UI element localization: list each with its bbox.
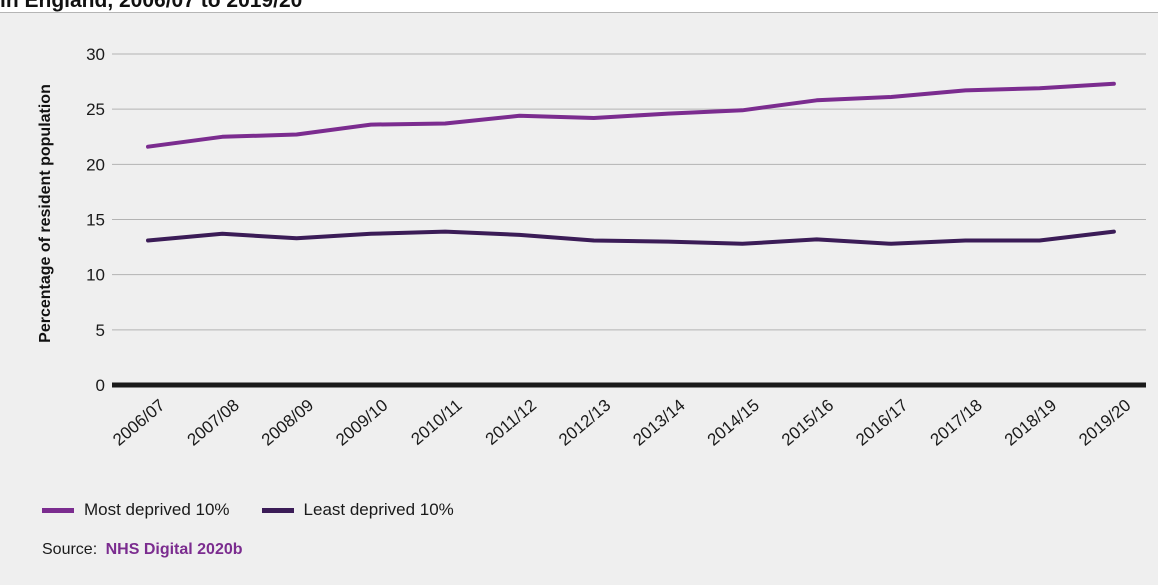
x-tick-label: 2018/19 bbox=[1001, 396, 1060, 450]
line-chart: 0 5 10 15 20 25 30 2006/07 2007/08 2008/09 2009/10… bbox=[37, 45, 1146, 450]
chart-title-fragment: in England, 2006/07 to 2019/20 bbox=[0, 0, 303, 12]
y-tick-label: 30 bbox=[86, 45, 105, 64]
x-tick-label: 2013/14 bbox=[629, 396, 688, 450]
legend-label-most-deprived: Most deprived 10% bbox=[84, 500, 230, 519]
y-axis-title: Percentage of resident population bbox=[37, 84, 54, 343]
legend-label-least-deprived: Least deprived 10% bbox=[303, 500, 454, 519]
y-tick-label: 0 bbox=[96, 376, 105, 395]
x-tick-label: 2011/12 bbox=[482, 396, 540, 449]
x-tick-label: 2010/11 bbox=[407, 396, 465, 449]
series-line-least-deprived bbox=[146, 229, 1116, 246]
legend-item-most-deprived: Most deprived 10% bbox=[42, 500, 230, 520]
x-tick-label: 2019/20 bbox=[1075, 396, 1134, 450]
y-tick-label: 5 bbox=[96, 321, 105, 340]
source-label: Source: bbox=[42, 541, 98, 558]
legend-swatch-least-deprived bbox=[261, 507, 294, 513]
x-tick-label: 2012/13 bbox=[555, 396, 614, 450]
source-link[interactable]: NHS Digital 2020b bbox=[105, 541, 243, 558]
x-tick-label: 2014/15 bbox=[704, 396, 763, 450]
x-tick-label: 2009/10 bbox=[332, 396, 391, 450]
x-tick-label: 2015/16 bbox=[778, 396, 837, 450]
x-tick-label: 2007/08 bbox=[184, 396, 243, 450]
x-tick-label: 2016/17 bbox=[852, 396, 911, 450]
x-tick-label: 2017/18 bbox=[927, 396, 986, 450]
y-tick-label: 25 bbox=[86, 100, 105, 119]
x-tick-label: 2008/09 bbox=[258, 396, 317, 450]
y-tick-label: 10 bbox=[86, 266, 105, 285]
legend-swatch-most-deprived bbox=[42, 507, 74, 513]
chart-title-strip: in England, 2006/07 to 2019/20 bbox=[0, 0, 1158, 13]
source-note: Source: NHS Digital 2020b bbox=[42, 541, 243, 559]
series-line-most-deprived bbox=[146, 81, 1116, 149]
y-tick-label: 15 bbox=[86, 211, 105, 230]
x-tick-label: 2006/07 bbox=[109, 396, 168, 450]
y-tick-label: 20 bbox=[86, 155, 105, 174]
legend-item-least-deprived: Least deprived 10% bbox=[261, 500, 454, 520]
chart-legend: Most deprived 10% Least deprived 10% bbox=[42, 496, 486, 524]
